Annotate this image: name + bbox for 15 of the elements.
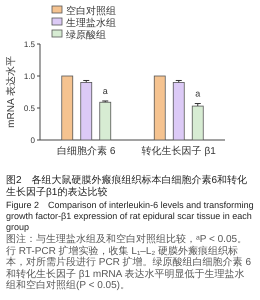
legend-label: 绿原酸组 [66,29,106,41]
y-tick-label: 1.0 [24,72,36,81]
text: Figure 2 Comparison of interleukin-6 levels and transforming growth factor-β1 expression of rat epidural scar tissue in each group [6,200,254,233]
legend-label: 生理盐水组 [66,17,116,29]
text: 图2 各组大鼠硬膜外瘢痕组织标本白细胞介素6和转化生长因子β1的表达比较 [6,175,248,199]
data-label: a [102,86,108,96]
text: 图注：与生理盐水组及和空白对照组比较，ᵃP < 0.05。行 RT-PCR 扩增实验，收集 L₁–L₂ 硬膜外瘢痕组织标本，对所需片段进行 PCR 扩增。绿原酸组白细胞介素 6 和转化生长因子 β1 mRNA 表达水平明显低于生理盐水组和空白对照组(P < 0.05)。 [6,234,252,292]
data-label: a [195,88,200,99]
y-axis-title: mRNA 表达水平 [5,56,17,128]
x-tick-label: 转化生长因子 β1 [142,145,216,157]
y-tick-label: 0 [30,136,36,145]
x-tick-label: 白细胞介素 6 [57,145,116,157]
y-tick-label: 1.5 [24,40,36,49]
legend-label: 空白对照组 [66,5,116,17]
y-tick-label: 0.5 [24,104,36,113]
